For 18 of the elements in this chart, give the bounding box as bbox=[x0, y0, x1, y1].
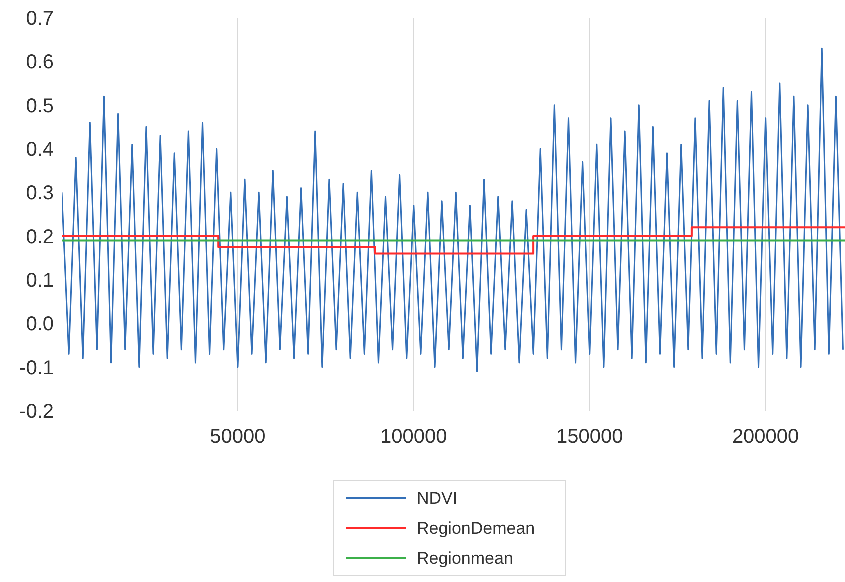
y-tick-label: 0.1 bbox=[26, 270, 54, 292]
y-tick-label: 0.4 bbox=[26, 139, 54, 161]
y-tick-label: 0.6 bbox=[26, 52, 54, 74]
legend-label: NDVI bbox=[417, 488, 458, 508]
y-tick-label: 0.7 bbox=[26, 8, 54, 30]
y-tick-label: 0.5 bbox=[26, 95, 54, 118]
x-tick-label: 100000 bbox=[380, 426, 448, 448]
legend-label: RegionDemean bbox=[417, 518, 536, 538]
y-tick-label: -0.1 bbox=[20, 357, 54, 380]
x-tick-label: 200000 bbox=[732, 426, 800, 448]
x-tick-label: 150000 bbox=[556, 426, 624, 448]
y-tick-label: 0.3 bbox=[26, 182, 54, 205]
line-series bbox=[62, 48, 844, 372]
y-tick-label: 0.2 bbox=[26, 226, 54, 248]
y-tick-label: 0.0 bbox=[26, 314, 54, 336]
y-tick-label: -0.2 bbox=[20, 401, 54, 423]
legend-label: Regionmean bbox=[417, 548, 514, 568]
x-tick-label: 50000 bbox=[210, 426, 266, 448]
